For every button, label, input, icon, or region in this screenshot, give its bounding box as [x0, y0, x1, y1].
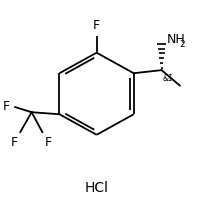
Text: &1: &1: [163, 74, 174, 83]
Text: HCl: HCl: [85, 181, 109, 195]
Text: F: F: [3, 100, 10, 113]
Text: 2: 2: [179, 40, 185, 49]
Text: F: F: [93, 19, 100, 32]
Text: NH: NH: [167, 33, 186, 46]
Text: F: F: [10, 136, 18, 149]
Text: F: F: [44, 136, 52, 149]
